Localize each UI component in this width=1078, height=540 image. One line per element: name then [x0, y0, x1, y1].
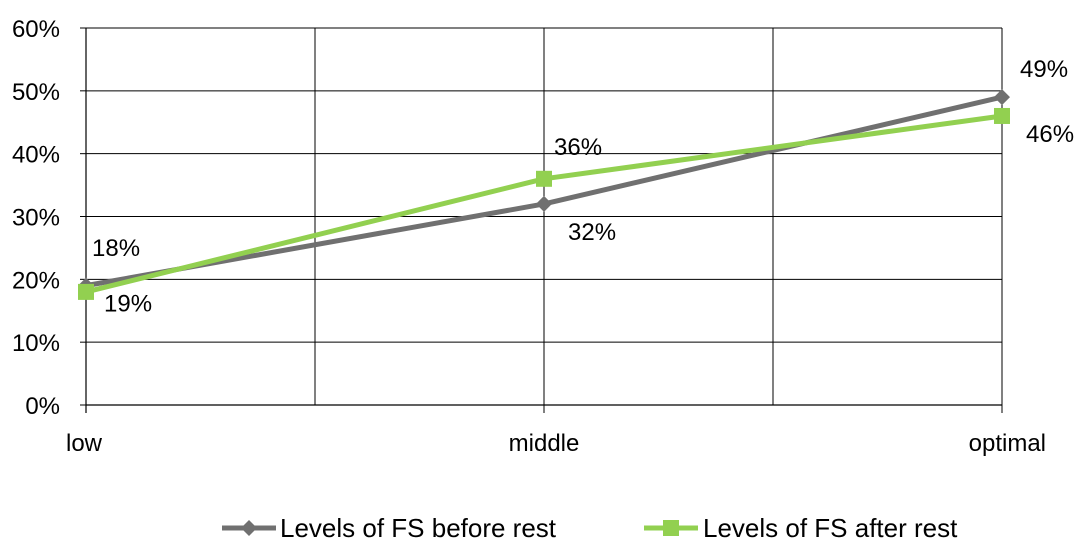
- y-tick-label: 10%: [12, 330, 60, 357]
- y-tick-label: 0%: [25, 393, 60, 420]
- x-tick-label: middle: [509, 430, 580, 457]
- legend-item-after-rest: Levels of FS after rest: [644, 513, 958, 540]
- data-point-before-rest: [536, 195, 552, 212]
- data-point-before-rest: [994, 89, 1010, 106]
- data-label: 49%: [1020, 56, 1068, 83]
- grid: [85, 27, 1003, 406]
- data-labels: 19% 32% 49% 18% 36% 46%: [92, 56, 1074, 318]
- legend-marker: [663, 520, 679, 536]
- y-tick-label: 50%: [12, 79, 60, 106]
- data-label: 46%: [1026, 121, 1074, 148]
- y-tick-label: 40%: [12, 142, 60, 169]
- legend-marker: [241, 520, 257, 536]
- data-point-after-rest: [78, 283, 94, 300]
- y-tick-label: 60%: [12, 16, 60, 43]
- data-label: 36%: [554, 134, 602, 161]
- x-tick-label: optimal: [969, 430, 1046, 457]
- legend-label: Levels of FS before rest: [280, 513, 557, 540]
- data-label: 18%: [92, 235, 140, 262]
- axes: 0% 10% 20% 30% 40% 50% 60% low middle optimal: [12, 16, 1046, 457]
- legend-label: Levels of FS after rest: [703, 513, 958, 540]
- data-point-after-rest: [536, 170, 552, 187]
- x-tick-label: low: [66, 430, 103, 457]
- data-label: 19%: [104, 291, 152, 318]
- legend-item-before-rest: Levels of FS before rest: [222, 513, 557, 540]
- y-tick-label: 20%: [12, 267, 60, 294]
- data-point-after-rest: [994, 107, 1010, 124]
- y-tick-label: 30%: [12, 205, 60, 232]
- series: [78, 89, 1010, 300]
- data-label: 32%: [568, 219, 616, 246]
- legend: Levels of FS before rest Levels of FS aft…: [222, 513, 958, 540]
